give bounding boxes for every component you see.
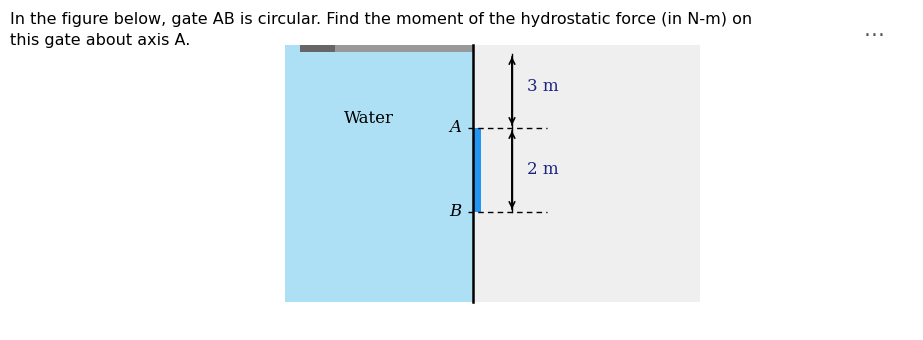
Text: B: B bbox=[449, 203, 461, 220]
Text: …: … bbox=[864, 20, 885, 40]
Bar bbox=[285, 45, 700, 302]
Text: Water: Water bbox=[344, 110, 394, 127]
Text: In the figure below, gate AB is circular. Find the moment of the hydrostatic for: In the figure below, gate AB is circular… bbox=[10, 12, 752, 48]
Text: A: A bbox=[449, 119, 461, 136]
Text: 3 m: 3 m bbox=[527, 79, 558, 96]
Bar bbox=[285, 45, 473, 302]
Bar bbox=[300, 45, 335, 52]
Bar bbox=[300, 45, 473, 52]
Text: 2 m: 2 m bbox=[527, 162, 558, 178]
Bar bbox=[473, 128, 481, 212]
